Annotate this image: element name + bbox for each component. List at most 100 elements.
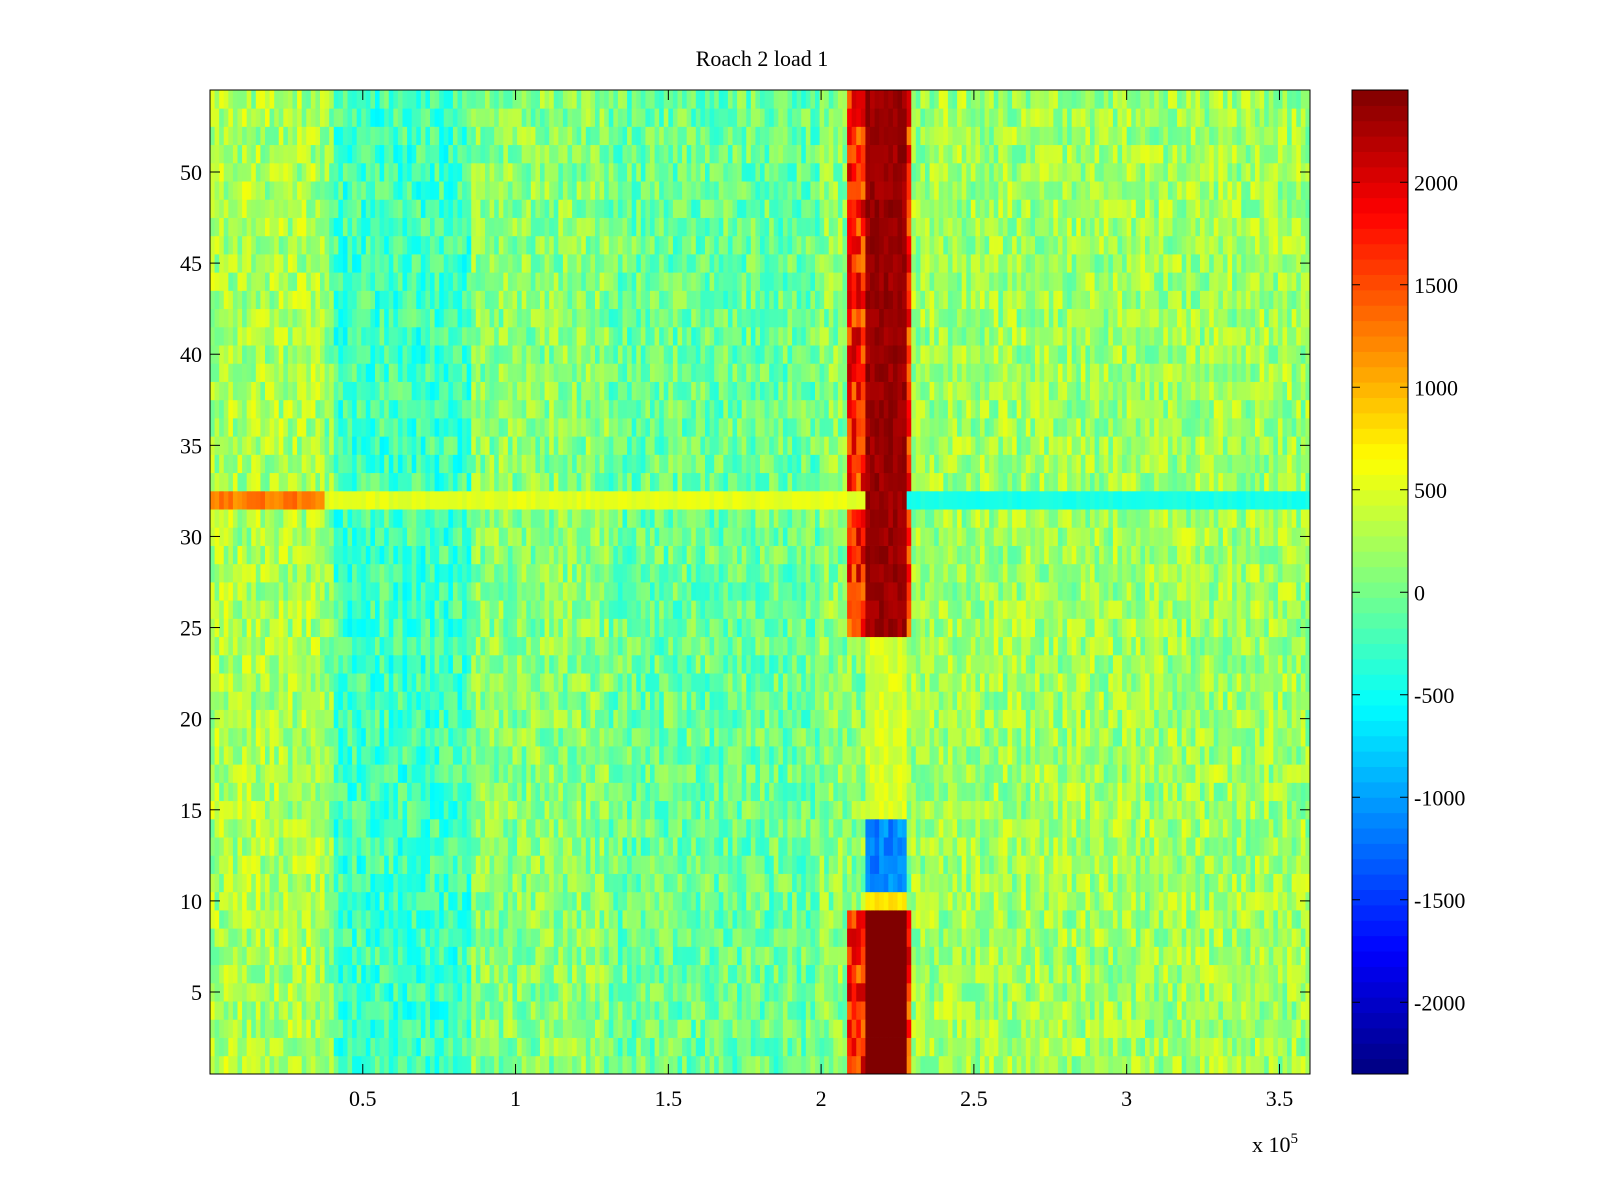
heatmap-cell (448, 746, 454, 765)
heatmap-cell (1057, 782, 1063, 802)
heatmap-cell (1200, 782, 1205, 802)
heatmap-cell (686, 928, 692, 947)
heatmap-cell (961, 982, 967, 1002)
heatmap-cell (278, 1019, 284, 1038)
heatmap-cell (1021, 910, 1027, 929)
heatmap-cell (1195, 855, 1201, 874)
heatmap-cell (1035, 946, 1040, 966)
heatmap-cell (998, 1001, 1004, 1020)
heatmap-cell (672, 691, 678, 710)
heatmap-cell (320, 964, 325, 984)
heatmap-cell (553, 818, 559, 838)
heatmap-cell (475, 691, 481, 710)
heatmap-cell (1222, 727, 1228, 747)
heatmap-cell (219, 818, 225, 838)
heatmap-cell (915, 982, 921, 1002)
heatmap-cell (815, 1019, 820, 1038)
heatmap-cell (723, 982, 729, 1002)
heatmap-cell (828, 1055, 834, 1075)
heatmap-cell (1007, 746, 1013, 765)
heatmap-cell (1021, 1019, 1027, 1038)
heatmap-cell (338, 928, 344, 947)
heatmap-cell (837, 691, 843, 710)
heatmap-cell (480, 727, 486, 747)
heatmap-cell (1126, 891, 1132, 911)
heatmap-cell (287, 928, 293, 947)
heatmap-cell (1122, 928, 1128, 947)
heatmap-cell (883, 800, 889, 820)
heatmap-cell (1236, 1055, 1242, 1075)
heatmap-cell (375, 1001, 380, 1020)
heatmap-cell (443, 818, 449, 838)
heatmap-cell (1158, 1001, 1164, 1020)
heatmap-cell (1305, 910, 1311, 929)
heatmap-cell (375, 727, 380, 747)
heatmap-cell (1080, 746, 1086, 765)
heatmap-cell (709, 1019, 715, 1038)
heatmap-cell (966, 910, 972, 929)
heatmap-cell (773, 709, 779, 729)
heatmap-cell (384, 1055, 390, 1075)
heatmap-cell (214, 764, 220, 783)
heatmap-cell (847, 727, 853, 747)
heatmap-cell (356, 928, 362, 947)
heatmap-cell (1071, 1037, 1077, 1057)
heatmap-cell (1035, 873, 1040, 893)
heatmap-cell (1300, 1001, 1306, 1020)
heatmap-cell (782, 1001, 788, 1020)
heatmap-cell (737, 1055, 743, 1075)
heatmap-cell (274, 982, 280, 1002)
heatmap-cell (1090, 1001, 1095, 1020)
heatmap-cell (232, 928, 238, 947)
heatmap-cell (631, 910, 637, 929)
heatmap-cell (764, 1019, 770, 1038)
heatmap-cell (246, 837, 252, 856)
heatmap-cell (581, 1037, 587, 1057)
heatmap-cell (228, 873, 234, 893)
heatmap-cell (934, 746, 940, 765)
heatmap-cell (466, 1055, 472, 1075)
heatmap-cell (650, 855, 655, 874)
heatmap-cell (1195, 837, 1201, 856)
heatmap-cell (567, 910, 573, 929)
heatmap-cell (320, 1055, 325, 1075)
heatmap-cell (1241, 709, 1247, 729)
heatmap-cell (957, 910, 963, 929)
heatmap-cell (1025, 1019, 1031, 1038)
heatmap-cell (947, 764, 953, 783)
heatmap-cell (297, 709, 303, 729)
heatmap-cell (1126, 982, 1132, 1002)
heatmap-cell (452, 910, 458, 929)
heatmap-cell (379, 873, 385, 893)
heatmap-cell (943, 964, 949, 984)
heatmap-cell (246, 910, 252, 929)
heatmap-cell (553, 1037, 559, 1057)
heatmap-cell (608, 910, 614, 929)
heatmap-cell (1126, 746, 1132, 765)
heatmap-cell (957, 837, 963, 856)
heatmap-cell (1048, 818, 1054, 838)
heatmap-cell (1080, 691, 1086, 710)
heatmap-cell (888, 800, 894, 820)
heatmap-cell (562, 873, 568, 893)
heatmap-cell (705, 691, 710, 710)
heatmap-cell (608, 1001, 614, 1020)
heatmap-cell (347, 691, 353, 710)
heatmap-cell (370, 982, 376, 1002)
heatmap-cell (1186, 1037, 1192, 1057)
heatmap-cell (223, 727, 229, 747)
heatmap-cell (970, 764, 976, 783)
heatmap-cell (269, 746, 275, 765)
heatmap-cell (925, 982, 930, 1002)
heatmap-cell (384, 800, 390, 820)
heatmap-cell (411, 910, 417, 929)
heatmap-cell (1149, 1019, 1155, 1038)
heatmap-cell (833, 946, 839, 966)
heatmap-cell (530, 873, 536, 893)
heatmap-cell (292, 800, 298, 820)
heatmap-cell (1296, 709, 1302, 729)
heatmap-cell (741, 1019, 747, 1038)
heatmap-cell (287, 782, 293, 802)
heatmap-cell (1062, 946, 1068, 966)
heatmap-cell (934, 1037, 940, 1057)
